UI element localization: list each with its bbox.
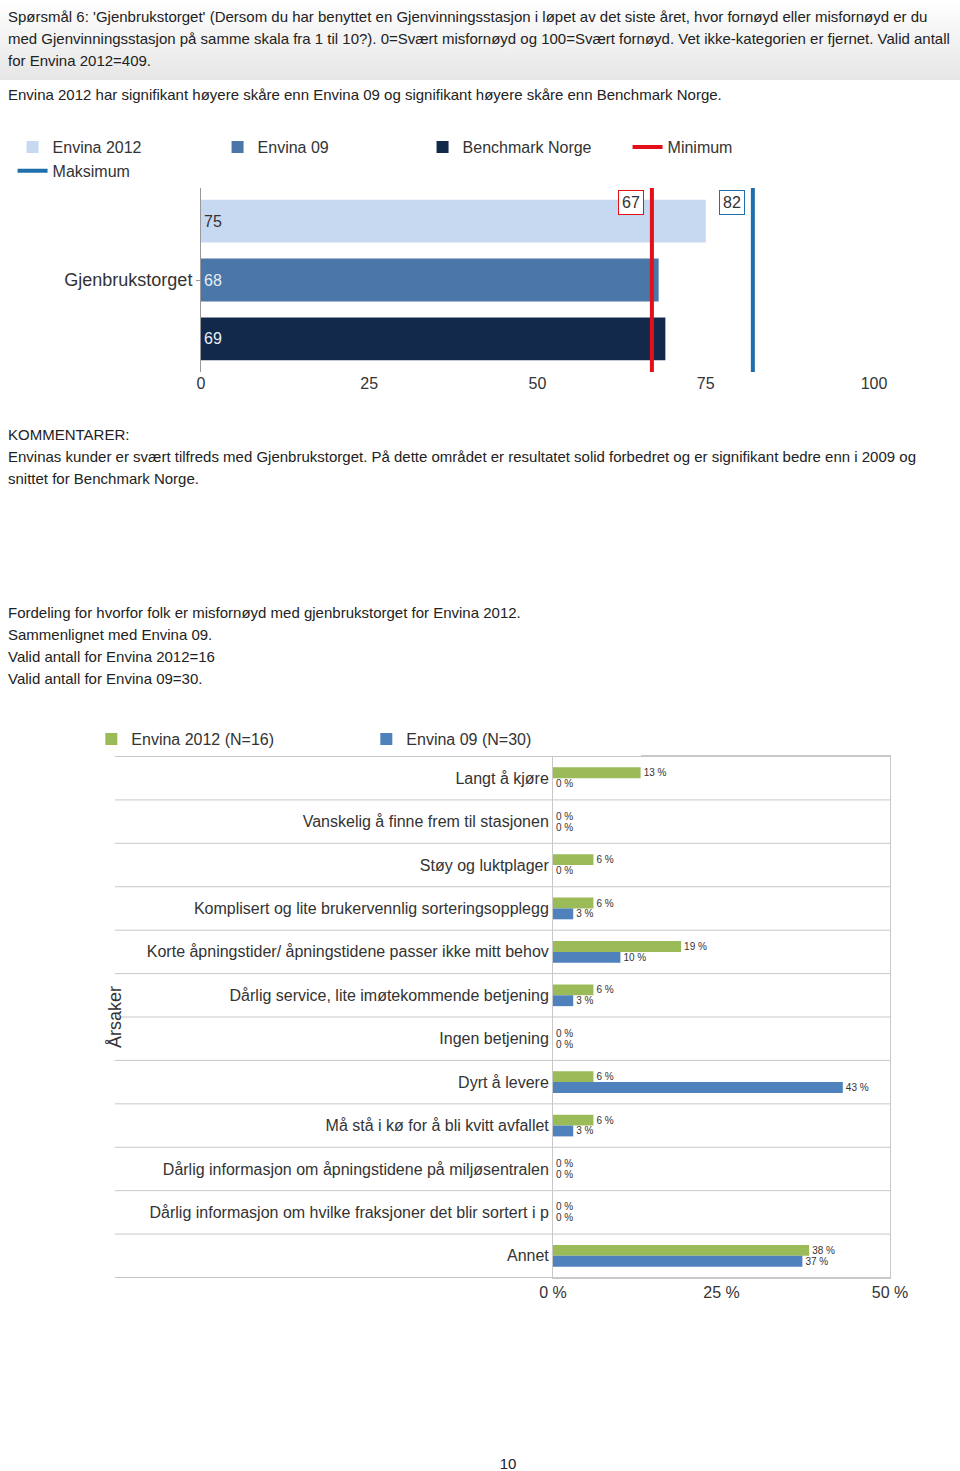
- svg-text:6 %: 6 %: [596, 854, 613, 865]
- svg-text:Støy og luktplager: Støy og luktplager: [420, 857, 550, 874]
- svg-text:43 %: 43 %: [846, 1082, 869, 1093]
- svg-text:Benchmark Norge: Benchmark Norge: [463, 139, 592, 156]
- svg-text:75: 75: [204, 213, 222, 230]
- html-text:Envinas kunder er svært tilfre: Envinas kunder er svært tilfreds med Gje…: [8, 448, 916, 487]
- svg-text:Envina 09: Envina 09: [258, 139, 329, 156]
- svg-text:3 %: 3 %: [576, 908, 593, 919]
- svg-text:37 %: 37 %: [805, 1256, 828, 1267]
- svg-text:Årsaker: Årsaker: [105, 986, 125, 1048]
- svg-text:Annet: Annet: [507, 1247, 549, 1264]
- svg-text:0 %: 0 %: [556, 822, 573, 833]
- html-text:10: 10: [499, 1455, 517, 1471]
- svg-text:0 %: 0 %: [556, 1201, 573, 1212]
- svg-text:25 %: 25 %: [703, 1284, 739, 1301]
- svg-text:Dårlig service, lite imøtekomm: Dårlig service, lite imøtekommende betje…: [230, 987, 549, 1004]
- svg-text:Gjenbrukstorget: Gjenbrukstorget: [64, 270, 192, 290]
- svg-text:0 %: 0 %: [556, 1028, 573, 1039]
- html-text:Valid antall for Envina 09=30.: Valid antall for Envina 09=30.: [8, 670, 203, 687]
- svg-text:67: 67: [622, 194, 640, 211]
- svg-text:0 %: 0 %: [556, 778, 573, 789]
- svg-text:0 %: 0 %: [556, 1212, 573, 1223]
- svg-text:6 %: 6 %: [596, 984, 613, 995]
- svg-text:3 %: 3 %: [576, 995, 593, 1006]
- svg-text:0 %: 0 %: [539, 1284, 567, 1301]
- html-text:Spørsmål 6: 'Gjenbrukstorget': Spørsmål 6: 'Gjenbrukstorget' (Dersom du…: [8, 8, 950, 69]
- svg-text:0: 0: [197, 375, 206, 392]
- svg-text:Komplisert og lite brukervennl: Komplisert og lite brukervennlig sorteri…: [194, 900, 549, 917]
- html-text:Fordeling for hvorfor folk er: Fordeling for hvorfor folk er misfornøyd…: [8, 604, 521, 621]
- svg-text:19 %: 19 %: [684, 941, 707, 952]
- html-text:Envina 2012 har signifikant hø: Envina 2012 har signifikant høyere skåre…: [8, 86, 722, 103]
- svg-text:Vanskelig å finne frem til sta: Vanskelig å finne frem til stasjonen: [303, 813, 549, 830]
- svg-text:38 %: 38 %: [812, 1245, 835, 1256]
- svg-text:13 %: 13 %: [644, 767, 667, 778]
- svg-text:10 %: 10 %: [623, 952, 646, 963]
- svg-text:25: 25: [360, 375, 378, 392]
- svg-text:0 %: 0 %: [556, 865, 573, 876]
- svg-text:50: 50: [529, 375, 547, 392]
- svg-text:Maksimum: Maksimum: [53, 163, 130, 180]
- svg-text:Korte åpningstider/ åpningstid: Korte åpningstider/ åpningstidene passer…: [147, 943, 549, 960]
- svg-text:Ingen betjening: Ingen betjening: [439, 1030, 548, 1047]
- svg-text:Dårlig informasjon om åpningst: Dårlig informasjon om åpningstidene på m…: [163, 1161, 549, 1178]
- svg-text:6 %: 6 %: [596, 898, 613, 909]
- html-text:Valid antall for Envina 2012=1: Valid antall for Envina 2012=16: [8, 648, 215, 665]
- svg-text:Dyrt å levere: Dyrt å levere: [458, 1074, 549, 1091]
- svg-text:6 %: 6 %: [596, 1115, 613, 1126]
- svg-text:Langt å kjøre: Langt å kjøre: [455, 770, 548, 787]
- svg-text:Må stå i kø for å bli kvitt av: Må stå i kø for å bli kvitt avfallet: [326, 1117, 550, 1134]
- svg-text:Envina 09 (N=30): Envina 09 (N=30): [406, 731, 531, 748]
- svg-text:0 %: 0 %: [556, 1169, 573, 1180]
- svg-text:Minimum: Minimum: [668, 139, 733, 156]
- svg-text:0 %: 0 %: [556, 1158, 573, 1169]
- svg-text:68: 68: [204, 272, 222, 289]
- svg-text:50 %: 50 %: [872, 1284, 908, 1301]
- svg-text:3 %: 3 %: [576, 1125, 593, 1136]
- html-text:Sammenlignet med Envina 09.: Sammenlignet med Envina 09.: [8, 626, 213, 643]
- svg-text:0 %: 0 %: [556, 811, 573, 822]
- svg-text:69: 69: [204, 330, 222, 347]
- svg-text:75: 75: [697, 375, 715, 392]
- svg-text:82: 82: [723, 194, 741, 211]
- svg-text:0 %: 0 %: [556, 1039, 573, 1050]
- svg-text:100: 100: [861, 375, 888, 392]
- html-text:KOMMENTARER:: KOMMENTARER:: [8, 426, 130, 443]
- svg-text:Dårlig informasjon om hvilke f: Dårlig informasjon om hvilke fraksjoner …: [150, 1204, 549, 1221]
- svg-text:6 %: 6 %: [596, 1071, 613, 1082]
- svg-text:Envina 2012: Envina 2012: [53, 139, 142, 156]
- svg-text:Envina 2012 (N=16): Envina 2012 (N=16): [131, 731, 274, 748]
